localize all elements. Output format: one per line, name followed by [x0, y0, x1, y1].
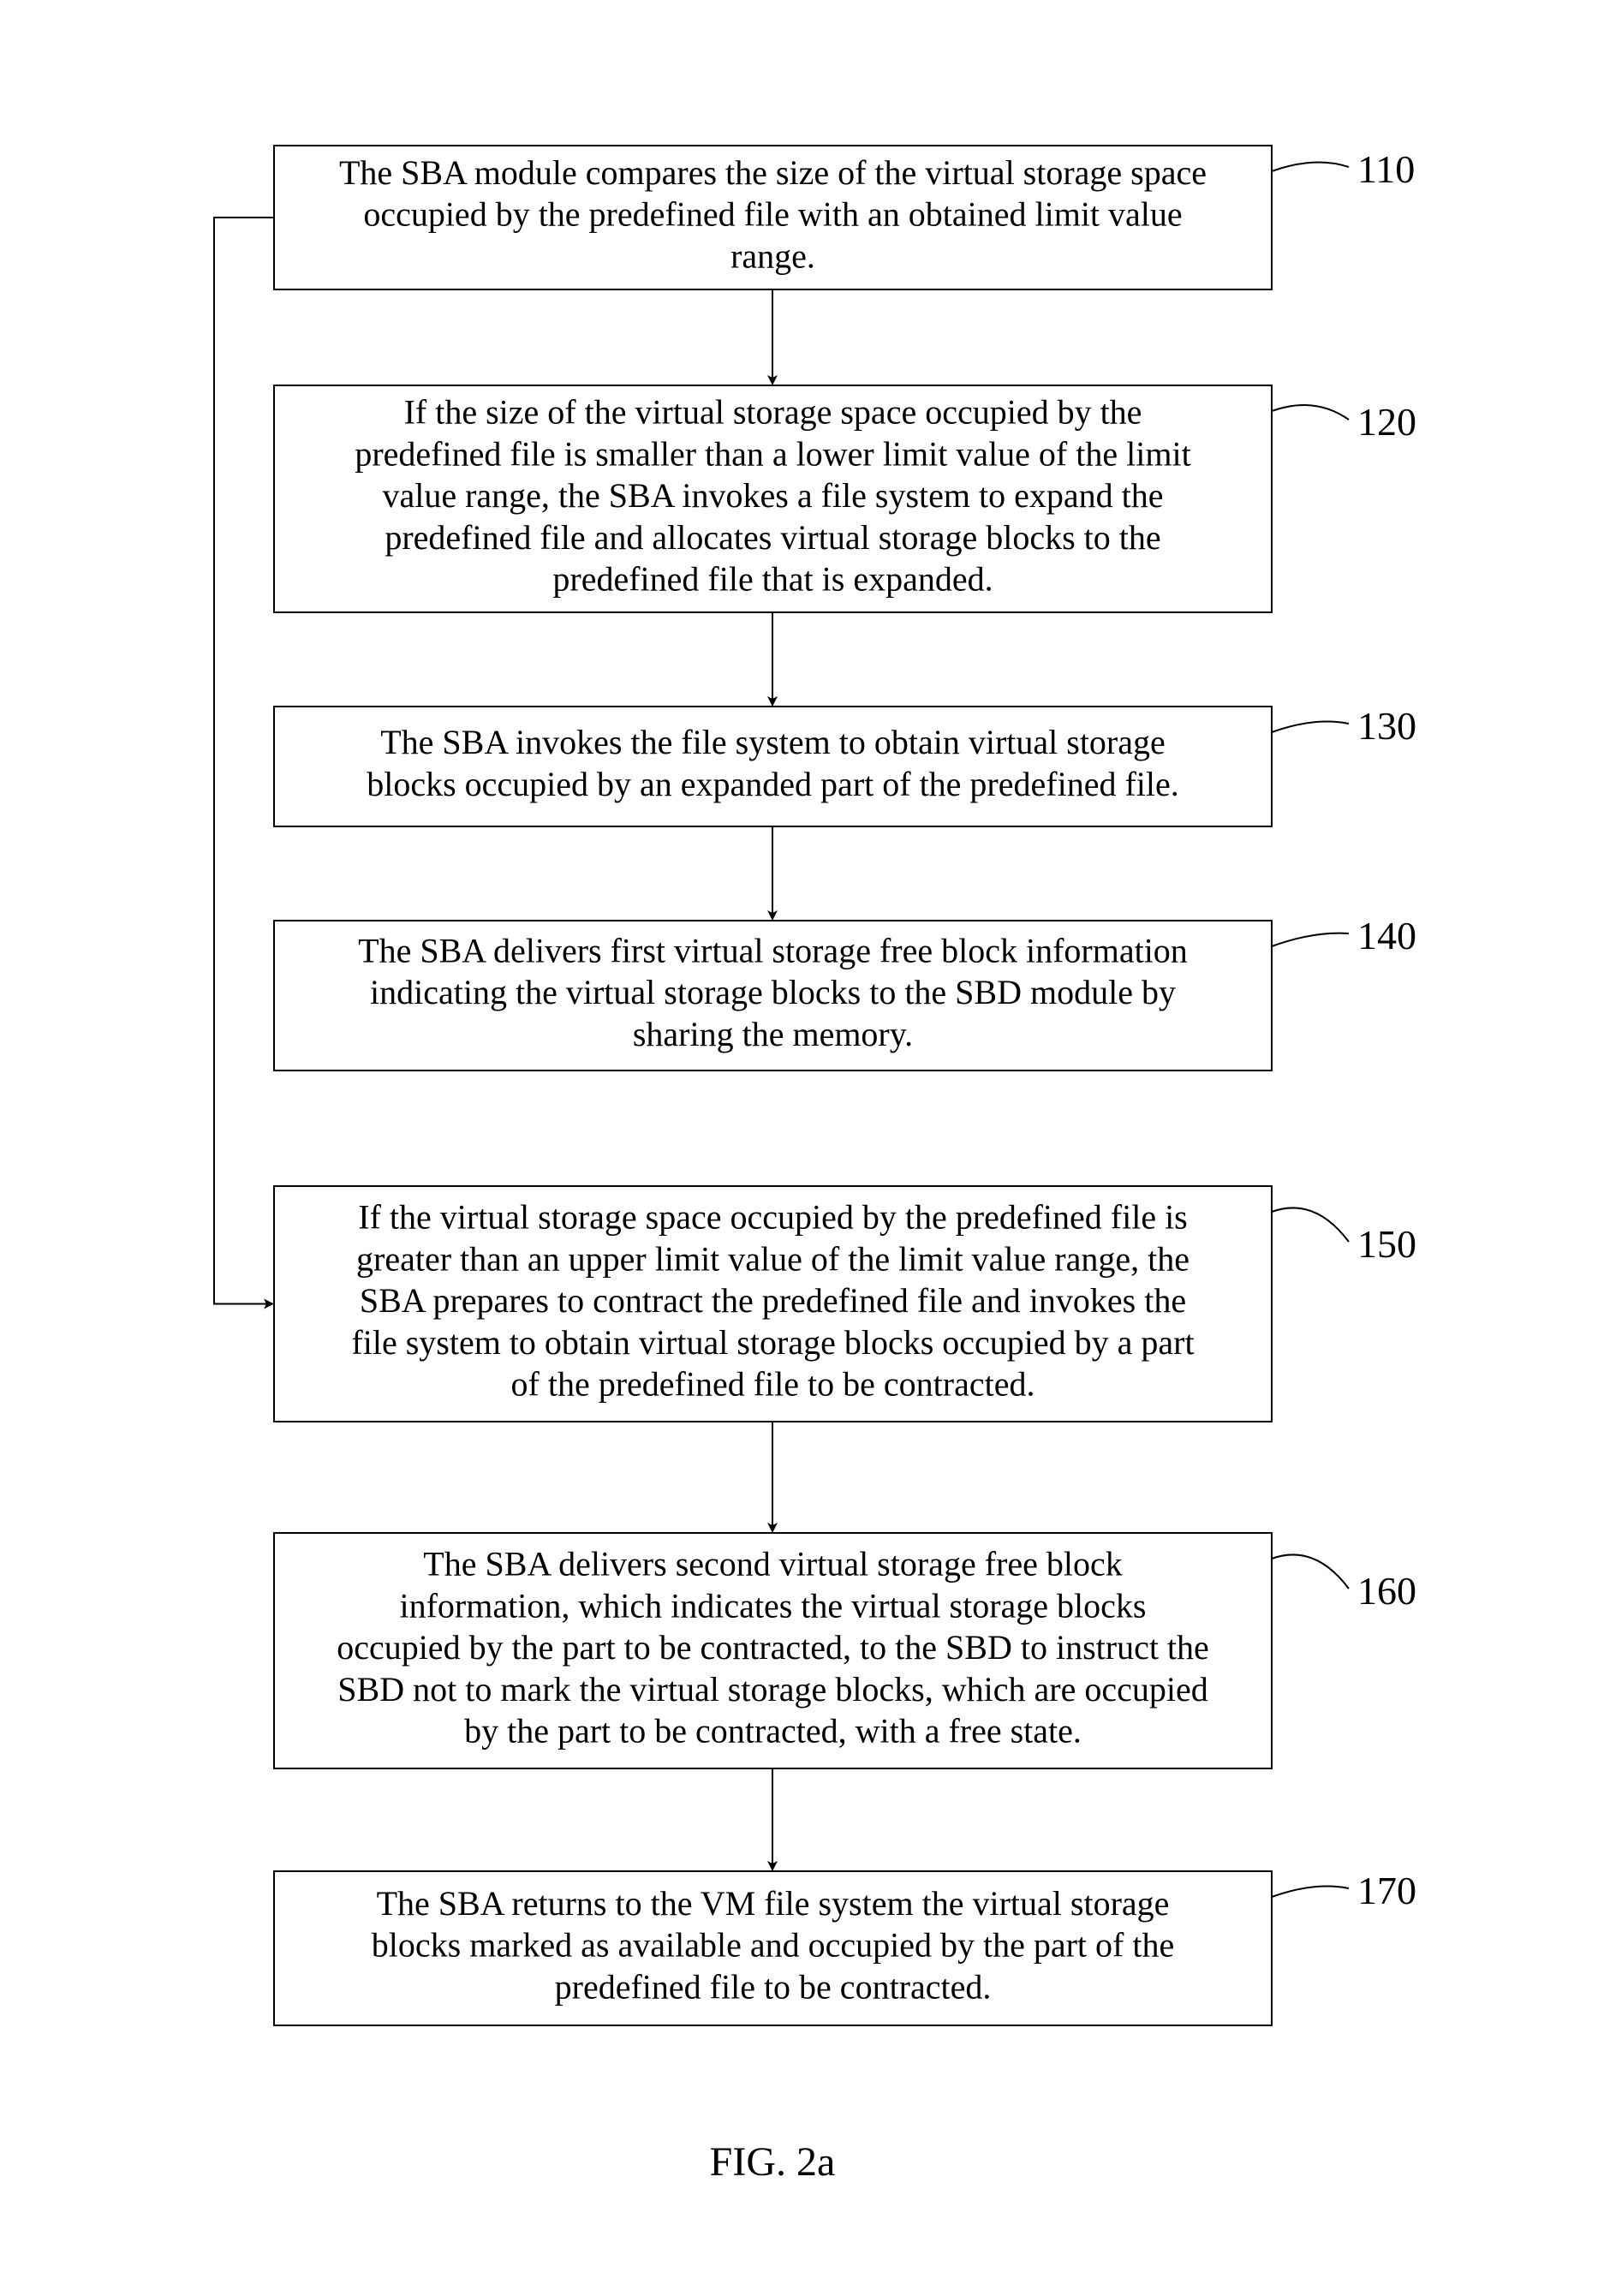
step-label-120: 120 — [1357, 400, 1416, 444]
leader-130 — [1272, 722, 1349, 732]
leader-160 — [1272, 1554, 1349, 1589]
flow-step-110-text: The SBA module compares the size of the … — [339, 153, 1207, 276]
flow-step-150-text: If the virtual storage space occupied by… — [351, 1198, 1194, 1404]
leader-150 — [1272, 1208, 1349, 1242]
figure-caption: FIG. 2a — [710, 2139, 836, 2185]
flow-step-160-text: The SBA delivers second virtual storage … — [337, 1545, 1209, 1750]
step-label-140: 140 — [1357, 914, 1416, 957]
step-label-160: 160 — [1357, 1569, 1416, 1613]
leader-110 — [1272, 163, 1349, 171]
flow-step-130-text: The SBA invokes the file system to obtai… — [367, 723, 1179, 803]
step-label-130: 130 — [1357, 704, 1416, 748]
branch-110-to-150 — [214, 218, 274, 1304]
step-label-170: 170 — [1357, 1869, 1416, 1912]
flow-step-170-text: The SBA returns to the VM file system th… — [372, 1884, 1174, 2007]
flow-layer: The SBA module compares the size of the … — [214, 146, 1416, 2025]
step-label-150: 150 — [1357, 1222, 1416, 1266]
leader-120 — [1272, 405, 1349, 420]
flow-step-140-text: The SBA delivers first virtual storage f… — [358, 931, 1188, 1053]
leader-170 — [1272, 1887, 1349, 1897]
flowchart-figure: The SBA module compares the size of the … — [0, 0, 1598, 2296]
leader-140 — [1272, 933, 1349, 946]
flow-step-120-text: If the size of the virtual storage space… — [355, 393, 1190, 599]
step-label-110: 110 — [1357, 147, 1415, 191]
